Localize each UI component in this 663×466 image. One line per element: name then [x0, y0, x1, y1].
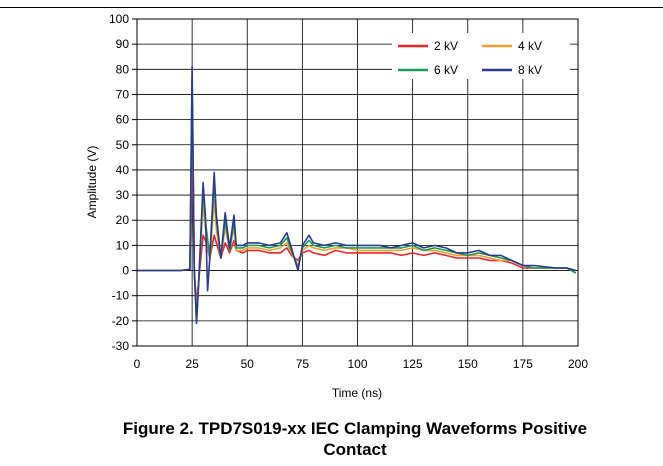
series-layer — [137, 66, 577, 325]
x-tick-label: 100 — [347, 357, 367, 371]
plot-area-frame — [136, 18, 579, 347]
y-tick-label: 70 — [116, 87, 130, 101]
y-tick-label: 10 — [116, 238, 130, 252]
y-tick-label: 30 — [116, 188, 130, 202]
x-tick-label: 175 — [513, 357, 533, 371]
y-tick-label: 0 — [122, 264, 129, 278]
series-line-8-kv — [137, 66, 577, 325]
y-tick-label: 80 — [116, 62, 130, 76]
legend-label: 2 kV — [434, 39, 458, 53]
y-axis-label: Amplitude (V) — [85, 146, 99, 219]
amplitude-line-chart: 0 25 50 75 100 125 150 175 200 -30 -20 -10 0 10 20 30 40… — [85, 12, 588, 400]
y-tick-label: -30 — [112, 339, 130, 353]
x-tick-label: 50 — [241, 357, 255, 371]
y-tick-label: 90 — [116, 37, 130, 51]
legend-box — [392, 33, 570, 79]
y-tick-label: -20 — [112, 314, 130, 328]
legend-label: 4 kV — [518, 39, 542, 53]
y-tick-label: 60 — [116, 113, 130, 127]
y-tick-label: -10 — [112, 289, 130, 303]
figure-caption-line-1: Figure 2. TPD7S019-xx IEC Clamping Wavef… — [122, 419, 588, 438]
legend-label: 8 kV — [518, 63, 542, 77]
x-tick-label: 200 — [568, 357, 588, 371]
y-tick-label: 40 — [116, 163, 130, 177]
x-axis-label: Time (ns) — [332, 386, 382, 400]
x-tick-label: 125 — [403, 357, 423, 371]
legend: 2 kV 4 kV 6 kV 8 kV — [392, 33, 570, 79]
page-top-rule — [0, 7, 663, 8]
figure-caption: Figure 2. TPD7S019-xx IEC Clamping Wavef… — [60, 418, 650, 460]
figure-caption-line-2: Contact — [323, 440, 387, 459]
x-tick-label: 25 — [185, 357, 199, 371]
x-tick-label: 0 — [134, 357, 141, 371]
x-tick-label: 150 — [458, 357, 478, 371]
y-tick-label: 100 — [109, 12, 129, 26]
legend-label: 6 kV — [434, 63, 458, 77]
y-tick-label: 20 — [116, 213, 130, 227]
axis-ticks: 0 25 50 75 100 125 150 175 200 -30 -20 -10 0 10 20 30 40… — [109, 12, 588, 371]
x-tick-label: 75 — [296, 357, 310, 371]
y-tick-label: 50 — [116, 138, 130, 152]
